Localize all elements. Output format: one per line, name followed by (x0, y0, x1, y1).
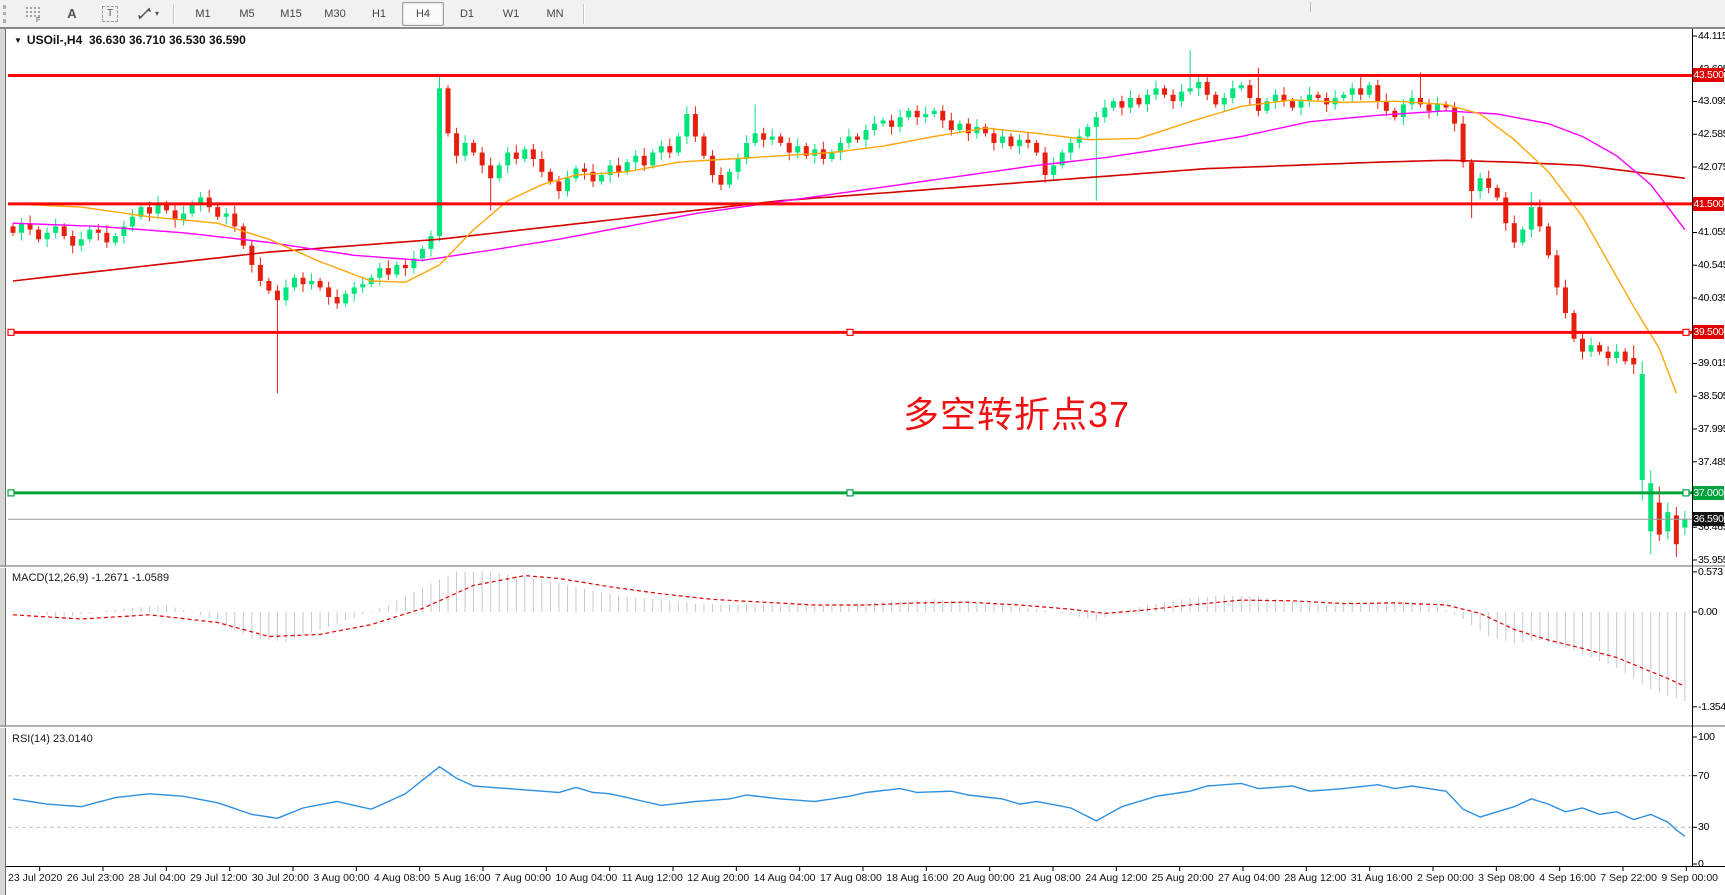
date-axis-label: 9 Sep 00:00 (1661, 872, 1718, 884)
axis-tick-label: 0.573 (1698, 565, 1723, 578)
axis-tick-label: 0 (1698, 858, 1704, 870)
date-axis-label: 12 Aug 20:00 (687, 872, 750, 884)
toolbar: F A T ▾ M1 M5 M15 M30 H1 H4 D1 W1 MN (0, 0, 1725, 28)
axis-tick-label: 37.995 (1698, 422, 1725, 435)
window-left-border (5, 28, 6, 895)
timeframe-button-m30[interactable]: M30 (324, 7, 346, 20)
date-axis-label: 2 Sep 00:00 (1417, 872, 1474, 884)
date-axis-label: 24 Aug 12:00 (1085, 872, 1148, 884)
date-axis-label: 3 Aug 00:00 (313, 872, 370, 884)
hline-handle[interactable] (1682, 328, 1690, 336)
ohlc-values: 36.630 36.710 36.530 36.590 (88, 33, 246, 47)
timeframe-button-h4[interactable]: H4 (402, 1, 444, 26)
toolbar-separator (173, 3, 175, 24)
text-label-icon: A (67, 6, 77, 21)
timeframe-button-m5[interactable]: M5 (239, 7, 255, 20)
axis-tick-label: 40.035 (1698, 291, 1725, 304)
axis-tick-label: 40.545 (1698, 259, 1725, 272)
macd-indicator-label: MACD(12,26,9) -1.2671 -1.0589 (12, 572, 170, 584)
date-axis-label: 11 Aug 12:00 (621, 872, 683, 884)
rsi-indicator-label: RSI(14) 23.0140 (12, 733, 93, 745)
date-axis-label: 3 Sep 08:00 (1478, 872, 1535, 884)
axis-tick-label: 43.095 (1698, 95, 1725, 108)
date-axis-label: 23 Jul 2020 (8, 872, 63, 884)
date-axis-label: 4 Aug 08:00 (373, 872, 430, 884)
line-studies-button[interactable]: ▾ (130, 2, 166, 26)
axis-tick-label: 39.015 (1698, 357, 1725, 370)
window-left-edge (0, 28, 5, 895)
hline-handle[interactable] (7, 328, 15, 336)
axis-tick-label: -1.3548 (1698, 700, 1725, 713)
price-badge-41.500: 41.500 (1693, 196, 1724, 211)
toolbar-grip[interactable] (3, 4, 10, 23)
date-axis[interactable]: 23 Jul 2020 26 Jul 23:00 28 Jul 04:00 29 Ju… (8, 872, 1718, 884)
timeframe-button-h1[interactable]: H1 (371, 7, 387, 20)
chart-annotation-text[interactable]: 多空转折点37 (903, 394, 1131, 435)
axis-tick-label: 41.055 (1698, 226, 1725, 239)
date-axis-label: 7 Sep 22:00 (1600, 872, 1657, 884)
timeframe-button-mn[interactable]: MN (546, 7, 564, 20)
text-box-icon: T (102, 5, 118, 22)
price-badge-39.500: 39.500 (1693, 325, 1724, 340)
axis-tick-label: 0.00 (1698, 606, 1718, 618)
timeframe-group: M1 M5 M15 M30 H1 H4 D1 W1 MN (181, 1, 577, 26)
symbols-grid-icon[interactable]: F (16, 2, 52, 26)
date-axis-label: 14 Aug 04:00 (753, 872, 816, 884)
date-axis-label: 26 Jul 23:00 (66, 872, 124, 884)
hline-handle[interactable] (846, 328, 854, 336)
axis-tick-label: 42.585 (1698, 128, 1725, 141)
price-badge-36.590: 36.590 (1693, 512, 1724, 527)
date-axis-label: 28 Aug 12:00 (1284, 872, 1347, 884)
price-badge-37.000: 37.000 (1693, 485, 1724, 500)
chevron-down-icon: ▼ (14, 36, 22, 45)
date-axis-label: 4 Sep 16:00 (1539, 872, 1596, 884)
axis-tick-label: 44.115 (1698, 30, 1725, 42)
date-axis-label: 27 Aug 04:00 (1218, 872, 1280, 884)
date-axis-label: 20 Aug 00:00 (952, 872, 1015, 884)
date-axis-label: 18 Aug 16:00 (886, 872, 949, 884)
symbol-period-label: USOil-,H4 (26, 33, 83, 47)
price-badge-43.500: 43.500 (1693, 68, 1724, 83)
text-label-button[interactable]: A (54, 2, 90, 26)
timeframe-button-d1[interactable]: D1 (459, 7, 475, 20)
hline-handle[interactable] (846, 489, 854, 497)
date-axis-label: 5 Aug 16:00 (434, 872, 491, 884)
toolbar-separator (1310, 2, 1311, 12)
svg-text:F: F (36, 17, 40, 22)
chart-title[interactable]: ▼ USOil-,H4 36.630 36.710 36.530 36.590 (14, 33, 246, 47)
axis-tick-label: 38.505 (1698, 390, 1725, 403)
date-axis-label: 31 Aug 16:00 (1350, 872, 1413, 884)
axis-tick-label: 37.485 (1698, 455, 1725, 468)
axis-tick-label: 70 (1698, 769, 1710, 782)
timeframe-button-w1[interactable]: W1 (502, 7, 520, 20)
date-axis-label: 25 Aug 20:00 (1151, 872, 1214, 884)
date-axis-label: 17 Aug 08:00 (819, 872, 882, 884)
date-axis-label: 7 Aug 00:00 (494, 872, 551, 884)
date-axis-label: 10 Aug 04:00 (555, 872, 618, 884)
axis-tick-label: 30 (1698, 821, 1710, 834)
date-axis-label: 28 Jul 04:00 (128, 872, 186, 884)
date-axis-label: 30 Jul 20:00 (251, 872, 309, 884)
axis-tick-label: 35.955 (1698, 553, 1725, 566)
date-axis-label: 21 Aug 08:00 (1018, 872, 1081, 884)
toolbar-separator (583, 3, 585, 24)
line-studies-icon (137, 7, 151, 20)
timeframe-button-m1[interactable]: M1 (195, 7, 211, 20)
hline-handle[interactable] (7, 489, 15, 497)
hline-handle[interactable] (1682, 489, 1690, 497)
axis-tick-label: 42.075 (1698, 160, 1725, 173)
date-axis-label: 29 Jul 12:00 (190, 872, 248, 884)
chevron-down-icon: ▾ (154, 9, 159, 18)
dotted-grid-icon: F (26, 6, 40, 22)
axis-tick-label: 100 (1698, 731, 1715, 743)
text-box-button[interactable]: T (92, 2, 128, 26)
timeframe-button-m15[interactable]: M15 (280, 7, 302, 20)
